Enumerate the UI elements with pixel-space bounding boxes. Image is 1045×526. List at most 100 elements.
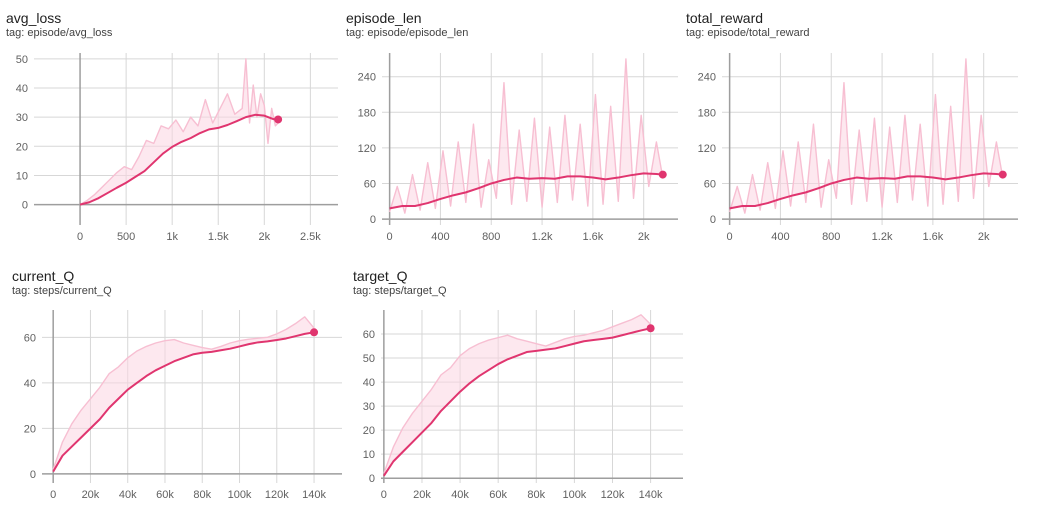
x-tick-label: 100k — [562, 489, 586, 501]
y-tick-label: 60 — [364, 178, 376, 190]
series-line-smoothed[interactable] — [729, 172, 1003, 210]
series-line-smoothed[interactable] — [52, 331, 315, 473]
x-tick-label: 120k — [601, 489, 625, 501]
y-tick-label: 180 — [698, 107, 716, 119]
y-tick-label: 0 — [369, 473, 375, 485]
x-tick-label: 2k — [978, 231, 990, 243]
series-noise-band — [729, 58, 1003, 214]
y-tick-label: 0 — [710, 214, 716, 226]
x-tick-label: 2k — [638, 231, 650, 243]
series-endpoint-marker[interactable] — [274, 115, 283, 124]
chart-tag: tag: episode/total_reward — [686, 27, 810, 39]
y-tick-label: 40 — [24, 378, 36, 390]
series-noise-band — [383, 314, 651, 476]
y-tick-label: 0 — [370, 214, 376, 226]
x-tick-label: 2.5k — [300, 231, 321, 243]
x-tick-label: 80k — [193, 489, 211, 501]
chart-title: target_Q — [353, 268, 408, 284]
x-tick-label: 60k — [489, 489, 507, 501]
x-tick-label: 120k — [265, 489, 289, 501]
y-tick-label: 10 — [16, 170, 28, 182]
series-line-raw — [728, 58, 1004, 214]
chart-card-total-reward: total_reward tag: episode/total_reward 0… — [686, 10, 1026, 255]
series-noise-band — [80, 58, 279, 205]
x-tick-label: 60k — [156, 489, 174, 501]
chart-card-episode-len: episode_len tag: episode/episode_len 0 60… — [346, 10, 686, 255]
x-tick-label: 40k — [451, 489, 469, 501]
chart-plot-current-q[interactable]: 0 20 40 60 0 20k 40k 60k 80k 100k 120k 140k — [12, 268, 347, 518]
x-tick-label: 2k — [258, 231, 270, 243]
x-tick-label: 500 — [117, 231, 135, 243]
x-tick-label: 400 — [431, 231, 449, 243]
series-endpoint-marker[interactable] — [998, 170, 1007, 179]
x-tick-label: 1.6k — [922, 231, 943, 243]
y-tick-label: 50 — [16, 54, 28, 66]
series-endpoint-marker[interactable] — [310, 328, 319, 337]
series-line-smoothed[interactable] — [383, 327, 651, 477]
y-tick-label: 0 — [22, 200, 28, 212]
x-tick-label: 40k — [119, 489, 137, 501]
x-tick-label: 400 — [771, 231, 789, 243]
x-tick-label: 0 — [381, 489, 387, 501]
y-tick-label: 30 — [363, 401, 375, 413]
x-tick-label: 1k — [166, 231, 178, 243]
series-line-raw — [388, 58, 664, 214]
x-tick-label: 80k — [527, 489, 545, 501]
chart-title: current_Q — [12, 268, 75, 284]
series-line-raw — [52, 316, 315, 470]
chart-plot-total-reward[interactable]: 0 60 120 180 240 0 400 800 1.2k 1.6k 2k — [686, 10, 1026, 255]
x-tick-label: 1.2k — [872, 231, 893, 243]
y-tick-label: 20 — [363, 425, 375, 437]
x-tick-label: 140k — [302, 489, 326, 501]
y-tick-label: 20 — [24, 423, 36, 435]
y-tick-label: 10 — [363, 449, 375, 461]
y-tick-label: 60 — [363, 329, 375, 341]
x-tick-label: 20k — [82, 489, 100, 501]
x-tick-label: 20k — [413, 489, 431, 501]
y-tick-label: 30 — [16, 112, 28, 124]
series-line-smoothed[interactable] — [79, 113, 279, 206]
x-tick-label: 0 — [77, 231, 83, 243]
x-tick-label: 800 — [482, 231, 500, 243]
x-tick-label: 140k — [639, 489, 663, 501]
y-tick-label: 0 — [30, 469, 36, 481]
x-tick-label: 800 — [822, 231, 840, 243]
chart-tag: tag: episode/episode_len — [346, 27, 469, 39]
y-tick-label: 60 — [24, 332, 36, 344]
y-tick-label: 50 — [363, 353, 375, 365]
chart-card-avg-loss: avg_loss tag: episode/avg_loss 0 10 20 30 40… — [6, 10, 346, 255]
y-tick-label: 240 — [358, 72, 376, 84]
series-endpoint-marker[interactable] — [658, 170, 667, 179]
chart-title: avg_loss — [6, 10, 62, 26]
x-tick-label: 1.5k — [208, 231, 229, 243]
x-tick-label: 0 — [387, 231, 393, 243]
chart-card-current-q: current_Q tag: steps/current_Q 0 20 40 60 0 2… — [12, 268, 347, 518]
y-tick-label: 40 — [16, 83, 28, 95]
y-tick-label: 240 — [698, 72, 716, 84]
series-line-raw — [383, 314, 652, 474]
x-tick-label: 1.6k — [582, 231, 603, 243]
chart-plot-target-q[interactable]: 0 10 20 30 40 50 60 0 20k 40k 60k 80k 100k 120k 140k — [353, 268, 688, 518]
y-tick-label: 120 — [698, 143, 716, 155]
chart-plot-episode-len[interactable]: 0 60 120 180 240 0 400 800 1.2k 1.6k 2k — [346, 10, 686, 255]
series-line-smoothed[interactable] — [389, 172, 663, 210]
y-tick-label: 40 — [363, 377, 375, 389]
x-tick-label: 0 — [50, 489, 56, 501]
chart-title: episode_len — [346, 10, 422, 26]
x-tick-label: 0 — [727, 231, 733, 243]
y-tick-label: 20 — [16, 141, 28, 153]
y-tick-label: 60 — [704, 178, 716, 190]
y-tick-label: 180 — [358, 107, 376, 119]
chart-tag: tag: steps/current_Q — [12, 285, 112, 297]
series-endpoint-marker[interactable] — [646, 324, 655, 333]
chart-title: total_reward — [686, 10, 764, 26]
chart-tag: tag: steps/target_Q — [353, 285, 447, 297]
x-tick-label: 100k — [228, 489, 252, 501]
y-tick-label: 120 — [358, 143, 376, 155]
series-noise-band — [389, 58, 663, 214]
series-noise-band — [53, 316, 315, 472]
series-line-raw — [79, 58, 279, 206]
chart-tag: tag: episode/avg_loss — [6, 27, 113, 39]
chart-card-target-q: target_Q tag: steps/target_Q 0 10 20 30 40 50… — [353, 268, 688, 518]
